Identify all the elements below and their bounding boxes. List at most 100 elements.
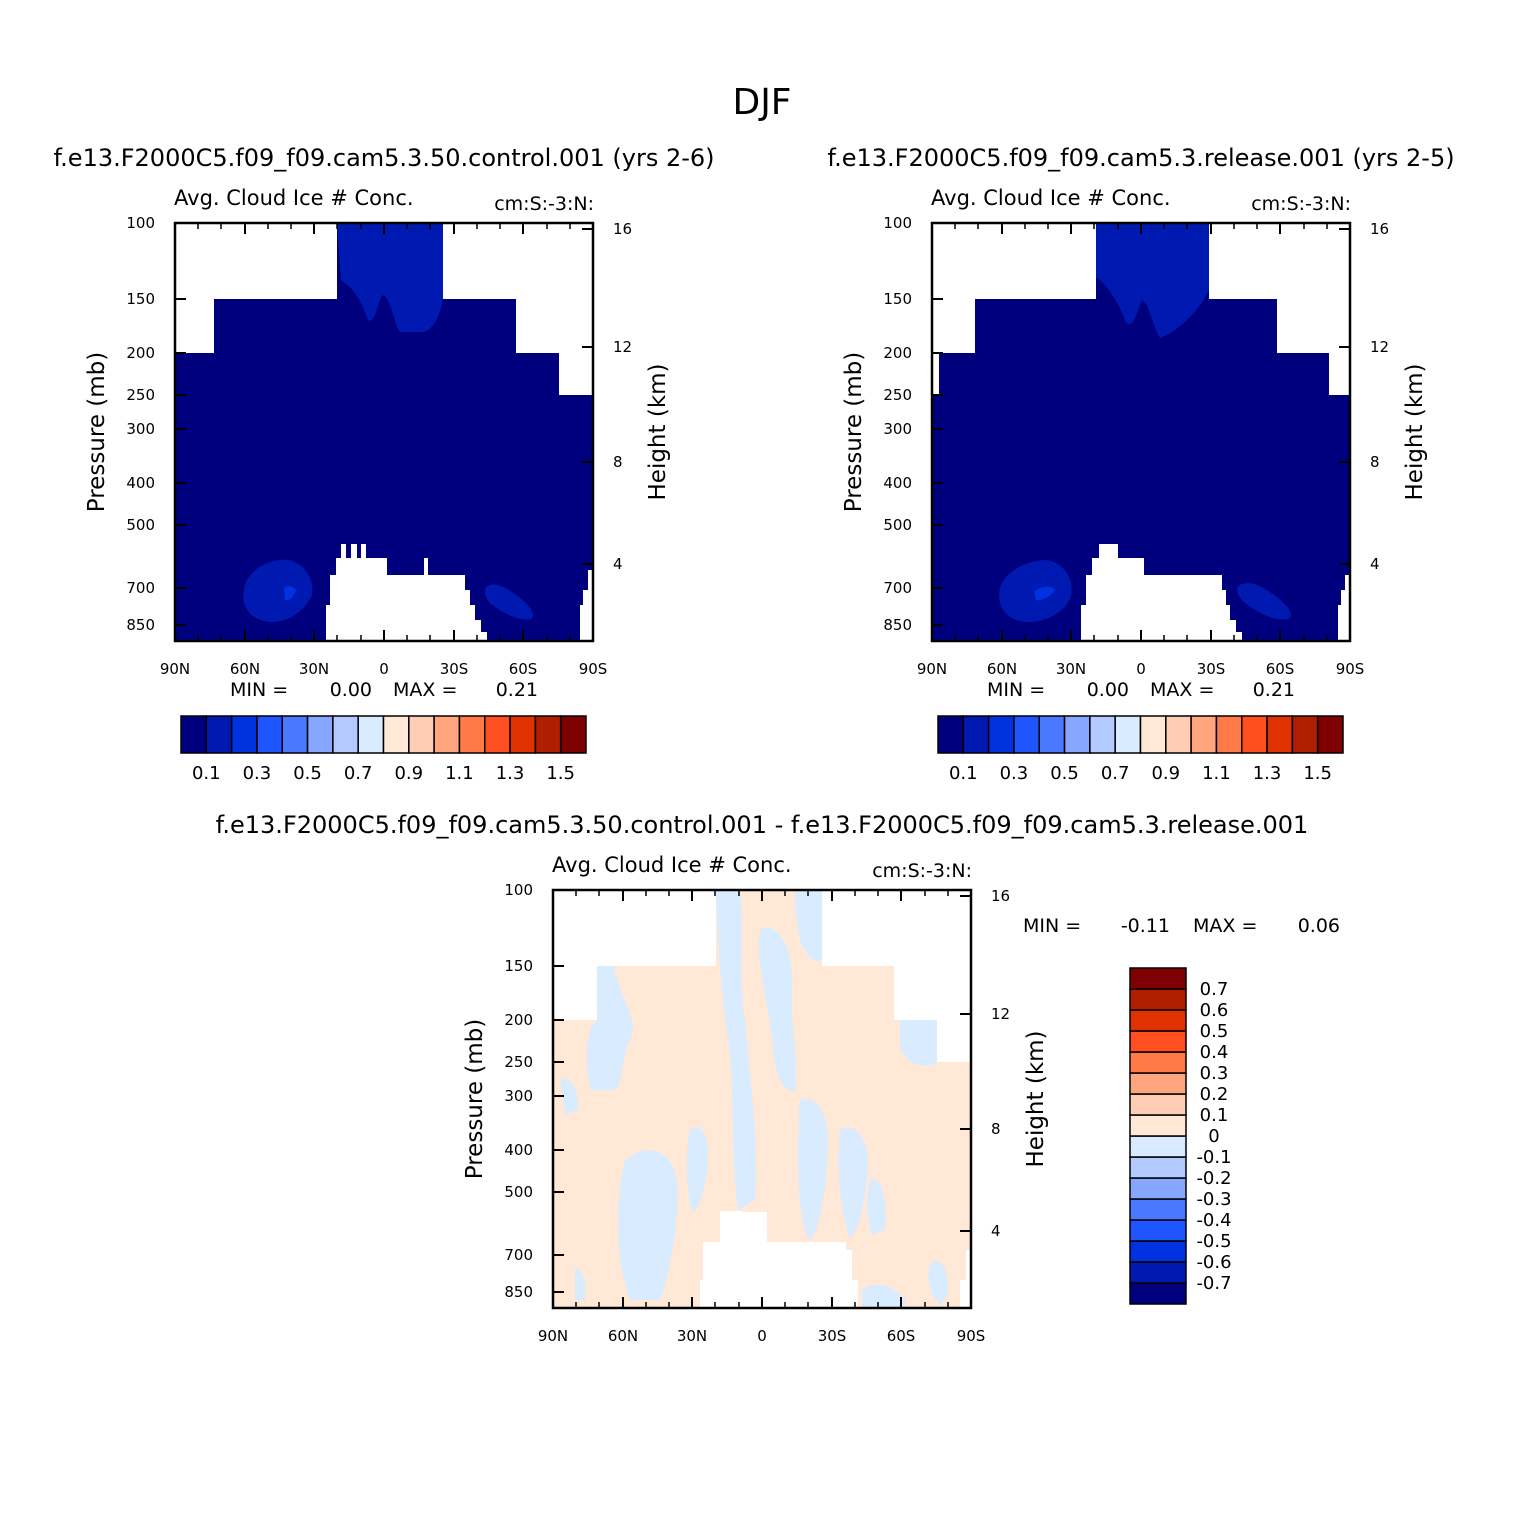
y-tick-label: 200 — [126, 344, 155, 362]
y-tick-label: 500 — [883, 516, 912, 534]
y-tick-label: 300 — [504, 1087, 533, 1105]
y2-tick-label: 8 — [613, 453, 623, 471]
colorbar-box — [1129, 1135, 1187, 1158]
y-tick-label: 850 — [126, 616, 155, 634]
panel-difference: f.e13.F2000C5.f09_f09.cam5.3.50.control.… — [216, 811, 1340, 1345]
colorbar-box — [382, 715, 410, 754]
x-tick-label: 60S — [509, 660, 538, 678]
y-tick-label: 200 — [883, 344, 912, 362]
colorbar-box — [1129, 1114, 1187, 1137]
y-tick-label: 300 — [126, 420, 155, 438]
field-secondary-sh — [1237, 583, 1291, 620]
colorbar-box — [1013, 715, 1040, 754]
min-label: MIN = — [987, 679, 1045, 701]
y-tick-label: 250 — [126, 386, 155, 404]
colorbar-label: 0 — [1208, 1126, 1219, 1147]
colorbar-label: -0.6 — [1196, 1252, 1231, 1273]
colorbar-box — [1129, 1030, 1187, 1053]
x-tick-label: 90S — [1336, 660, 1365, 678]
colorbar-box — [1129, 967, 1187, 990]
x-tick-label: 90S — [957, 1327, 986, 1345]
x-tick-label: 0 — [757, 1327, 767, 1345]
negative-patch — [560, 1079, 579, 1115]
field-plot — [932, 223, 1350, 641]
x-tick-label: 30N — [299, 660, 329, 678]
colorbar-box — [1139, 715, 1167, 754]
x-tick-label: 30S — [818, 1327, 847, 1345]
y-tick-label: 400 — [504, 1141, 533, 1159]
y-tick-label: 700 — [883, 579, 912, 597]
field-secondary-sh — [485, 584, 533, 620]
negative-patch — [586, 966, 633, 1090]
y-tick-label: 400 — [883, 474, 912, 492]
colorbar: 0.1 0.3 0.5 0.7 0.9 1.1 1.3 1.5 — [937, 715, 1344, 784]
colorbar-box — [357, 715, 385, 754]
x-tick-label: 60S — [887, 1327, 916, 1345]
x-tick-label: 0 — [379, 660, 389, 678]
colorbar-label: 0.2 — [1200, 1084, 1229, 1105]
field-fill — [175, 223, 593, 641]
colorbar-label: 1.1 — [445, 763, 474, 784]
max-label: MAX = — [1150, 679, 1214, 701]
negative-patch — [686, 1126, 709, 1212]
axis-minor-b — [954, 223, 1328, 641]
colorbar-box — [230, 715, 258, 754]
y-tick-label: 100 — [504, 881, 533, 899]
field-secondary-upper — [337, 223, 443, 332]
field-secondary-nh — [243, 559, 313, 622]
max-value: 0.21 — [1253, 679, 1295, 701]
negative-patch — [716, 890, 757, 1210]
colorbar-box — [256, 715, 283, 754]
y2-tick-label: 12 — [613, 338, 632, 356]
negative-patch — [798, 1099, 829, 1240]
min-label: MIN = — [230, 679, 288, 701]
y2-axis-label: Height (km) — [645, 363, 671, 500]
colorbar-label: 0.7 — [1101, 763, 1130, 784]
colorbar-label: -0.5 — [1196, 1231, 1231, 1252]
min-label: MIN = — [1023, 915, 1081, 937]
y2-tick-label: 12 — [991, 1005, 1010, 1023]
max-value: 0.21 — [496, 679, 538, 701]
y-tick-label: 250 — [883, 386, 912, 404]
colorbar-label: 0.1 — [192, 763, 221, 784]
colorbar-box — [1266, 715, 1294, 754]
colorbar-label: 0.7 — [344, 763, 373, 784]
x-tick-label: 30S — [440, 660, 469, 678]
field-tertiary-nh — [284, 586, 296, 601]
colorbar-box — [1129, 1219, 1187, 1242]
field-plot — [175, 223, 593, 641]
y-axis-label: Pressure (mb) — [84, 352, 110, 512]
colorbar-label: 0.1 — [949, 763, 978, 784]
colorbar-box — [281, 715, 309, 754]
y-tick-label: 400 — [126, 474, 155, 492]
y-tick-label: 150 — [504, 957, 533, 975]
colorbar-box — [1129, 1051, 1187, 1074]
y-tick-label: 500 — [504, 1183, 533, 1201]
x-tick-label: 90S — [579, 660, 608, 678]
negative-patch — [838, 1127, 869, 1238]
y-tick-label: 700 — [126, 579, 155, 597]
negative-patch — [758, 927, 797, 1091]
y2-tick-label: 12 — [1370, 338, 1389, 356]
x-tick-label: 90N — [917, 660, 947, 678]
negative-patch — [928, 1261, 949, 1305]
colorbar-box — [1316, 715, 1344, 754]
colorbar-label: 1.5 — [546, 763, 575, 784]
colorbar-box — [1038, 715, 1066, 754]
colorbar-label: -0.4 — [1196, 1210, 1231, 1231]
colorbar-box — [484, 715, 511, 754]
x-tick-label: 90N — [538, 1327, 568, 1345]
colorbar-label: 1.5 — [1303, 763, 1332, 784]
units-label: cm:S:-3:N: — [872, 860, 972, 882]
field-fill — [932, 223, 1350, 641]
colorbar-box — [509, 715, 537, 754]
units-label: cm:S:-3:N: — [1251, 193, 1351, 215]
x-tick-label: 30N — [1056, 660, 1086, 678]
y2-tick-label: 4 — [1370, 555, 1380, 573]
y2-tick-label: 4 — [991, 1222, 1001, 1240]
field-tertiary-nh — [1034, 586, 1055, 601]
colorbar-box — [433, 715, 461, 754]
y-tick-label: 100 — [126, 214, 155, 232]
colorbar-box — [1089, 715, 1116, 754]
